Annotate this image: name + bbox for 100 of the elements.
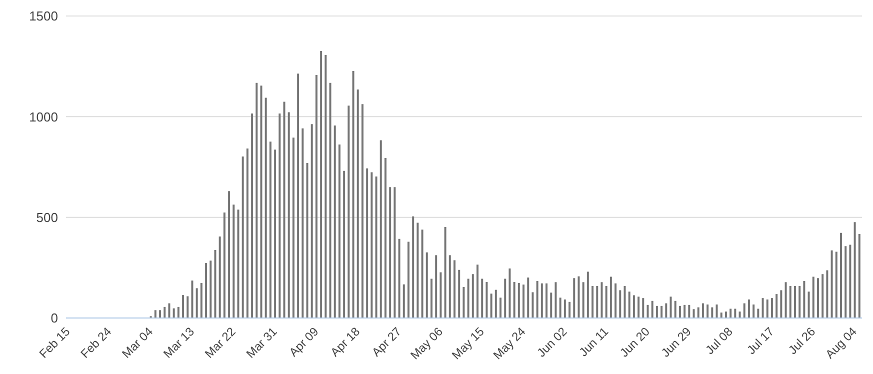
bar — [430, 278, 432, 318]
bar — [592, 286, 594, 318]
bar — [416, 222, 419, 318]
bar — [476, 264, 479, 318]
bar — [573, 278, 576, 318]
bar — [172, 308, 175, 318]
x-tick-label: Jul 26 — [786, 324, 818, 358]
bar — [334, 126, 336, 318]
bar — [540, 283, 543, 318]
bar — [228, 191, 230, 318]
y-tick-label: 0 — [50, 310, 58, 326]
bar — [688, 304, 690, 318]
bar — [596, 286, 598, 318]
bar — [329, 82, 332, 318]
bar — [632, 295, 635, 318]
bar — [697, 307, 700, 318]
bar — [527, 278, 530, 318]
bar — [237, 210, 240, 318]
bar — [164, 306, 166, 318]
bar — [205, 263, 208, 318]
bar — [546, 283, 548, 318]
bar — [646, 304, 649, 318]
bar — [720, 312, 722, 318]
x-tick-label: Aug 04 — [822, 324, 860, 362]
bar — [532, 292, 534, 318]
bar — [508, 268, 511, 318]
bar — [600, 282, 603, 318]
bar — [730, 308, 732, 318]
bar — [619, 290, 622, 318]
bar — [214, 250, 216, 318]
bar — [348, 106, 350, 318]
bar — [716, 304, 718, 318]
bar — [200, 282, 202, 318]
bar — [518, 282, 520, 318]
bar — [315, 74, 318, 318]
bar — [283, 102, 286, 318]
bar — [642, 298, 644, 318]
x-tick-label: Apr 27 — [369, 324, 404, 360]
bar — [610, 276, 612, 318]
bar — [361, 104, 364, 318]
x-tick-label: Jul 08 — [702, 324, 736, 358]
bar — [288, 112, 290, 318]
bar — [816, 278, 819, 318]
x-tick-label: Jun 02 — [534, 324, 570, 360]
x-tick-label: Mar 31 — [243, 324, 280, 361]
bar — [246, 148, 248, 318]
bar — [177, 306, 180, 318]
bar — [223, 212, 226, 318]
bar — [564, 299, 566, 318]
bar — [218, 236, 221, 318]
bar — [702, 303, 704, 318]
bar — [366, 168, 368, 318]
bar — [306, 162, 308, 318]
bar — [168, 303, 170, 318]
bar — [210, 260, 212, 318]
bar — [297, 74, 300, 318]
bar — [794, 286, 796, 318]
bar — [159, 310, 162, 318]
bar — [734, 308, 736, 318]
bar — [684, 304, 686, 318]
bar — [384, 158, 386, 318]
bar — [370, 172, 373, 318]
bar — [550, 292, 552, 318]
bar — [844, 246, 847, 318]
bar — [711, 307, 714, 318]
bar — [656, 306, 658, 318]
bar — [822, 274, 824, 318]
x-tick-label: Apr 18 — [328, 324, 363, 360]
bar — [398, 238, 400, 318]
bar — [568, 302, 571, 318]
bar — [812, 276, 814, 318]
bar — [830, 250, 833, 318]
bar — [310, 124, 313, 318]
bar — [375, 176, 378, 318]
bar — [724, 312, 727, 318]
bar — [674, 300, 676, 318]
bar — [320, 51, 322, 318]
x-tick-label: May 15 — [449, 324, 488, 362]
bar — [665, 303, 668, 318]
bar — [421, 230, 424, 318]
bar — [738, 312, 741, 318]
bar — [462, 286, 465, 318]
x-tick-label: Jul 17 — [744, 324, 777, 358]
bar — [826, 270, 828, 318]
bar — [486, 282, 488, 318]
bar — [453, 260, 456, 318]
bar — [660, 306, 663, 318]
bar — [402, 284, 405, 318]
bar — [578, 276, 580, 318]
bar — [458, 270, 460, 318]
x-tick-label: Feb 24 — [78, 324, 114, 361]
bar — [191, 280, 194, 318]
bar — [748, 299, 750, 318]
bar — [803, 280, 806, 318]
bar — [840, 232, 842, 318]
bar — [835, 252, 838, 318]
bar — [854, 222, 856, 318]
bar — [356, 89, 359, 318]
bar — [242, 156, 244, 318]
bar — [808, 292, 810, 318]
